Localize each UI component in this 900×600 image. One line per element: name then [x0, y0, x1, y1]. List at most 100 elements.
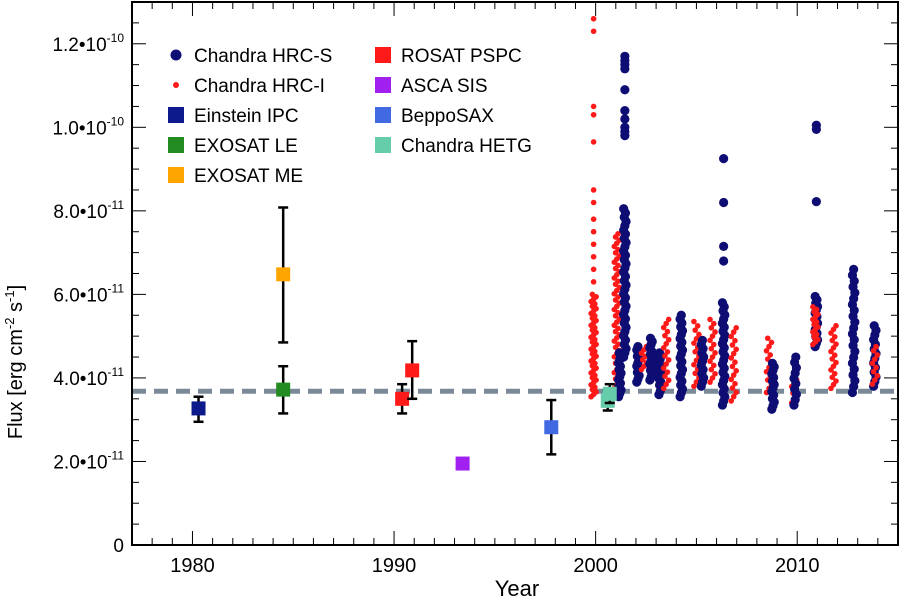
- y-tick-label: 0: [113, 536, 124, 557]
- data-point-chandra-hrc-s: [620, 131, 630, 141]
- data-point-chandra-hrc-s: [719, 154, 729, 164]
- data-point-chandra-hetg: [602, 386, 617, 401]
- data-point-chandra-hrc-i: [693, 335, 700, 342]
- legend-marker-chandra-hetg: [375, 137, 391, 153]
- data-point-chandra-hrc-s: [620, 114, 630, 124]
- data-point-chandra-hrc-i: [694, 323, 701, 329]
- data-point-chandra-hrc-i: [733, 367, 740, 374]
- data-point-chandra-hrc-i: [590, 15, 597, 22]
- data-point-chandra-hrc-s: [810, 291, 820, 302]
- legend-label-exosat-le: EXOSAT LE: [194, 136, 298, 157]
- data-point-chandra-hrc-i: [831, 352, 838, 358]
- data-point-chandra-hrc-s: [791, 352, 801, 362]
- data-point-chandra-hrc-i: [732, 359, 738, 365]
- data-point-chandra-hrc-i: [733, 389, 740, 396]
- data-point-chandra-hrc-i: [728, 355, 735, 361]
- legend-label-chandra-hetg: Chandra HETG: [401, 136, 532, 157]
- data-point-chandra-hrc-i: [660, 324, 667, 331]
- data-point-chandra-hrc-i: [590, 103, 597, 110]
- data-point-chandra-hrc-s: [869, 321, 879, 331]
- data-point-chandra-hrc-i: [615, 325, 621, 332]
- data-point-chandra-hrc-i: [665, 336, 672, 343]
- legend-marker-rosat-pspc: [375, 47, 391, 63]
- data-point-chandra-hrc-i: [665, 377, 672, 384]
- data-point-chandra-hrc-i: [660, 345, 667, 351]
- data-point-chandra-hrc-i: [712, 370, 718, 377]
- legend-marker-chandra-hrc-s: [170, 49, 182, 61]
- data-point-chandra-hrc-i: [710, 320, 717, 327]
- data-point-chandra-hrc-i: [730, 393, 737, 400]
- legend-marker-einstein-ipc: [168, 107, 184, 123]
- data-point-chandra-hrc-i: [590, 199, 597, 206]
- data-point-chandra-hrc-s: [811, 197, 821, 207]
- data-point-chandra-hrc-i: [708, 366, 715, 373]
- data-point-chandra-hrc-i: [707, 379, 713, 385]
- x-tick-label: 2000: [573, 555, 618, 577]
- y-axis-label-part: Flux [erg cm: [5, 329, 27, 439]
- data-point-chandra-hrc-i: [662, 373, 668, 380]
- data-point-chandra-hrc-i: [833, 359, 839, 366]
- x-tick-label: 1980: [170, 555, 215, 577]
- data-point-bepposax: [544, 420, 559, 435]
- data-point-chandra-hrc-i: [663, 320, 669, 327]
- legend-marker-exosat-me: [168, 167, 184, 183]
- data-point-chandra-hrc-i: [766, 343, 772, 350]
- data-point-chandra-hrc-i: [707, 337, 713, 344]
- data-point-chandra-hrc-i: [869, 381, 876, 387]
- data-point-chandra-hrc-i: [833, 378, 839, 384]
- data-point-chandra-hrc-s: [717, 298, 728, 308]
- y-axis-label-part: ]: [5, 285, 27, 291]
- data-point-einstein-ipc: [191, 401, 206, 416]
- data-point-chandra-hrc-i: [707, 316, 713, 323]
- data-point-chandra-hrc-i: [707, 358, 713, 365]
- data-point-chandra-hrc-i: [615, 231, 621, 237]
- data-point-chandra-hrc-i: [831, 333, 838, 340]
- data-point-chandra-hrc-i: [664, 349, 671, 355]
- data-point-rosat-pspc: [395, 391, 410, 406]
- data-point-chandra-hrc-i: [730, 329, 737, 335]
- data-point-chandra-hrc-i: [730, 350, 737, 357]
- data-point-chandra-hrc-i: [662, 353, 668, 359]
- data-point-chandra-hrc-i: [663, 340, 669, 347]
- data-point-chandra-hrc-s: [811, 124, 821, 134]
- data-point-chandra-hrc-i: [870, 347, 877, 354]
- legend-marker-chandra-hrc-i: [173, 82, 179, 88]
- y-axis-label-part: s: [5, 302, 27, 318]
- data-point-chandra-hrc-i: [729, 342, 736, 348]
- data-point-chandra-hrc-i: [615, 341, 621, 348]
- data-point-chandra-hrc-i: [696, 331, 702, 338]
- data-point-asca-sis: [455, 456, 470, 471]
- data-point-chandra-hrc-i: [810, 304, 816, 310]
- legend-label-exosat-me: EXOSAT ME: [194, 166, 303, 187]
- legend-marker-asca-sis: [375, 77, 391, 93]
- data-point-chandra-hrc-i: [692, 348, 698, 355]
- data-point-chandra-hrc-i: [590, 228, 597, 235]
- data-point-chandra-hrc-i: [874, 373, 881, 379]
- data-point-chandra-hrc-i: [660, 385, 667, 392]
- data-point-chandra-hrc-i: [728, 333, 735, 340]
- data-point-chandra-hrc-i: [663, 361, 669, 367]
- data-point-chandra-hrc-i: [733, 346, 740, 353]
- data-point-chandra-hrc-i: [733, 325, 740, 331]
- x-axis-label: Year: [495, 576, 539, 600]
- data-point-chandra-hrc-i: [692, 370, 698, 377]
- data-point-chandra-hrc-i: [590, 266, 597, 273]
- data-point-chandra-hrc-s: [676, 310, 686, 320]
- legend-label-rosat-pspc: ROSAT PSPC: [401, 46, 522, 67]
- data-point-chandra-hrc-i: [660, 365, 667, 371]
- data-point-chandra-hrc-i: [691, 383, 697, 390]
- data-point-chandra-hrc-i: [708, 325, 715, 331]
- data-point-chandra-hrc-s: [719, 197, 729, 208]
- data-point-chandra-hrc-i: [692, 327, 698, 333]
- data-point-chandra-hrc-i: [691, 318, 697, 325]
- data-point-rosat-pspc: [405, 363, 420, 378]
- data-point-chandra-hrc-i: [833, 341, 839, 347]
- data-point-chandra-hrc-i: [590, 139, 597, 145]
- data-point-chandra-hrc-i: [869, 360, 876, 367]
- data-point-chandra-hrc-i: [590, 216, 597, 222]
- legend-marker-exosat-le: [168, 137, 184, 153]
- plot-area: [132, 15, 898, 471]
- data-point-chandra-hrc-i: [831, 370, 838, 377]
